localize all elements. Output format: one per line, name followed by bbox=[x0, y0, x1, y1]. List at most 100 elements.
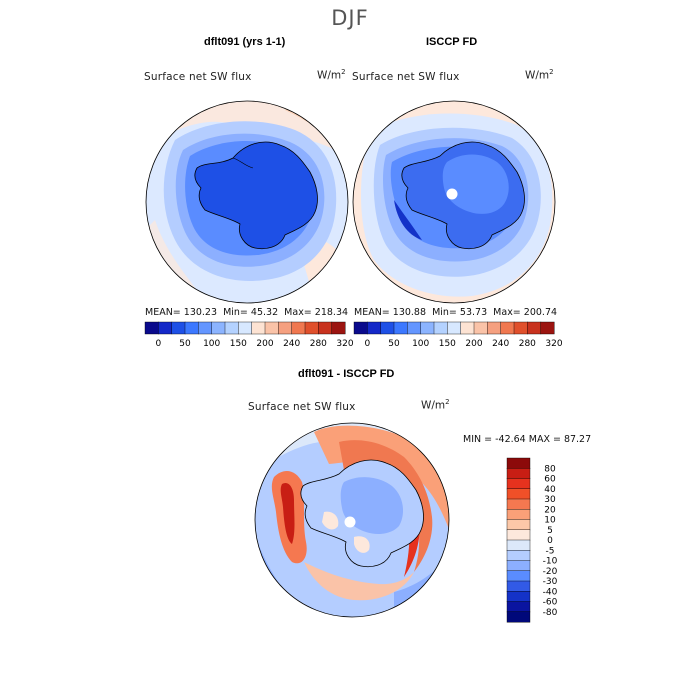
obs-colorbar-tick: 280 bbox=[519, 339, 536, 349]
diff-colorbar-swatch bbox=[506, 478, 531, 490]
obs-stats: MEAN= 130.88 Min= 53.73 Max= 200.74 bbox=[354, 307, 557, 318]
model-colorbar-tick: 240 bbox=[283, 339, 300, 349]
model-colorbar-tick: 100 bbox=[203, 339, 220, 349]
diff-colorbar-tick: 60 bbox=[544, 475, 556, 485]
diff-colorbar-swatch bbox=[506, 550, 531, 562]
model-colorbar-swatch bbox=[144, 321, 159, 335]
model-colorbar-swatch bbox=[304, 321, 319, 335]
obs-colorbar-swatch bbox=[407, 321, 422, 335]
obs-colorbar-swatch bbox=[433, 321, 448, 335]
model-colorbar-tick: 320 bbox=[336, 339, 353, 349]
diff-colorbar-swatch bbox=[506, 488, 531, 500]
diff-polar-map bbox=[254, 422, 450, 618]
model-colorbar-swatch bbox=[224, 321, 239, 335]
obs-units-label: W/m2 bbox=[525, 68, 554, 82]
model-colorbar-swatch bbox=[318, 321, 333, 335]
diff-units-label: W/m2 bbox=[421, 398, 450, 412]
obs-colorbar-tick: 200 bbox=[465, 339, 482, 349]
obs-colorbar-swatch bbox=[380, 321, 395, 335]
diff-colorbar-swatch bbox=[506, 498, 531, 510]
obs-colorbar-swatch bbox=[513, 321, 528, 335]
model-colorbar-tick: 280 bbox=[310, 339, 327, 349]
diff-colorbar-tick: -80 bbox=[543, 608, 558, 618]
model-mean: MEAN= 130.23 bbox=[145, 307, 218, 318]
obs-polar-map bbox=[352, 100, 556, 304]
diff-colorbar-tick: 40 bbox=[544, 485, 556, 495]
model-max: Max= 218.34 bbox=[284, 307, 349, 318]
season-title: DJF bbox=[331, 6, 369, 30]
obs-colorbar-swatch bbox=[540, 321, 555, 335]
model-stats: MEAN= 130.23 Min= 45.32 Max= 218.34 bbox=[145, 307, 348, 318]
diff-colorbar-swatch bbox=[506, 457, 531, 469]
model-variable-label: Surface net SW flux bbox=[144, 71, 252, 83]
diff-colorbar-swatch bbox=[506, 570, 531, 582]
model-colorbar-swatch bbox=[211, 321, 226, 335]
obs-colorbar-swatch bbox=[473, 321, 488, 335]
model-colorbar-swatch bbox=[278, 321, 293, 335]
model-colorbar-swatch bbox=[158, 321, 173, 335]
diff-colorbar-swatch bbox=[506, 591, 531, 603]
diff-minmax: MIN = -42.64 MAX = 87.27 bbox=[463, 434, 592, 445]
model-colorbar: 0 50 100 150 200 240 280 320 bbox=[144, 321, 354, 349]
obs-colorbar-swatch bbox=[500, 321, 515, 335]
diff-colorbar-swatch bbox=[506, 468, 531, 480]
diff-colorbar-tick: 80 bbox=[544, 464, 556, 474]
obs-colorbar-swatch bbox=[447, 321, 462, 335]
obs-panel-title: ISCCP FD bbox=[426, 36, 478, 48]
model-colorbar-swatch bbox=[171, 321, 186, 335]
diff-colorbar-swatch bbox=[506, 509, 531, 521]
model-colorbar-swatch bbox=[331, 321, 346, 335]
diff-colorbar-swatch bbox=[506, 601, 531, 613]
diff-colorbar-tick: -20 bbox=[543, 567, 558, 577]
obs-colorbar-swatch bbox=[367, 321, 382, 335]
model-colorbar-swatch bbox=[264, 321, 279, 335]
obs-colorbar-tick: 0 bbox=[364, 339, 370, 349]
model-polar-map bbox=[145, 100, 349, 304]
obs-colorbar-tick: 50 bbox=[388, 339, 400, 349]
diff-colorbar-tick: -10 bbox=[543, 557, 558, 567]
obs-colorbar-swatch bbox=[527, 321, 542, 335]
model-colorbar-tick: 200 bbox=[256, 339, 273, 349]
obs-min: Min= 53.73 bbox=[432, 307, 488, 318]
obs-colorbar-tick: 100 bbox=[412, 339, 429, 349]
model-colorbar-tick: 50 bbox=[179, 339, 191, 349]
obs-colorbar-swatch bbox=[393, 321, 408, 335]
diff-panel-title: dflt091 - ISCCP FD bbox=[298, 368, 395, 380]
obs-colorbar-swatch bbox=[420, 321, 435, 335]
obs-colorbar: 0 50 100 150 200 240 280 320 bbox=[353, 321, 563, 349]
model-units-label: W/m2 bbox=[317, 68, 346, 82]
obs-colorbar-tick: 320 bbox=[545, 339, 562, 349]
model-colorbar-swatch bbox=[238, 321, 253, 335]
model-colorbar-swatch bbox=[184, 321, 199, 335]
obs-max: Max= 200.74 bbox=[493, 307, 558, 318]
diff-colorbar-tick: -5 bbox=[546, 546, 555, 556]
diff-colorbar-swatch bbox=[506, 611, 531, 623]
obs-colorbar-tick: 240 bbox=[492, 339, 509, 349]
diff-colorbar-tick: -40 bbox=[543, 587, 558, 597]
obs-variable-label: Surface net SW flux bbox=[352, 71, 460, 83]
model-colorbar-swatch bbox=[251, 321, 266, 335]
diff-colorbar-tick: 20 bbox=[544, 505, 556, 515]
diff-variable-label: Surface net SW flux bbox=[248, 401, 356, 413]
diff-colorbar-tick: -30 bbox=[543, 577, 558, 587]
diff-colorbar-tick: 10 bbox=[544, 516, 556, 526]
diff-colorbar-swatch bbox=[506, 519, 531, 531]
diff-colorbar-swatch bbox=[506, 560, 531, 572]
diff-colorbar-swatch bbox=[506, 580, 531, 592]
model-colorbar-swatch bbox=[198, 321, 213, 335]
diff-colorbar-swatch bbox=[506, 529, 531, 541]
obs-colorbar-swatch bbox=[460, 321, 475, 335]
diff-colorbar-tick: 0 bbox=[547, 536, 553, 546]
model-panel-title: dflt091 (yrs 1-1) bbox=[204, 36, 286, 48]
diff-colorbar-tick: 5 bbox=[547, 526, 553, 536]
diff-colorbar-tick: 30 bbox=[544, 495, 556, 505]
obs-colorbar-tick: 150 bbox=[439, 339, 456, 349]
diff-colorbar-tick: -60 bbox=[543, 598, 558, 608]
model-colorbar-tick: 150 bbox=[230, 339, 247, 349]
model-colorbar-swatch bbox=[291, 321, 306, 335]
model-min: Min= 45.32 bbox=[223, 307, 279, 318]
obs-mean: MEAN= 130.88 bbox=[354, 307, 427, 318]
model-colorbar-tick: 0 bbox=[155, 339, 161, 349]
obs-colorbar-swatch bbox=[487, 321, 502, 335]
